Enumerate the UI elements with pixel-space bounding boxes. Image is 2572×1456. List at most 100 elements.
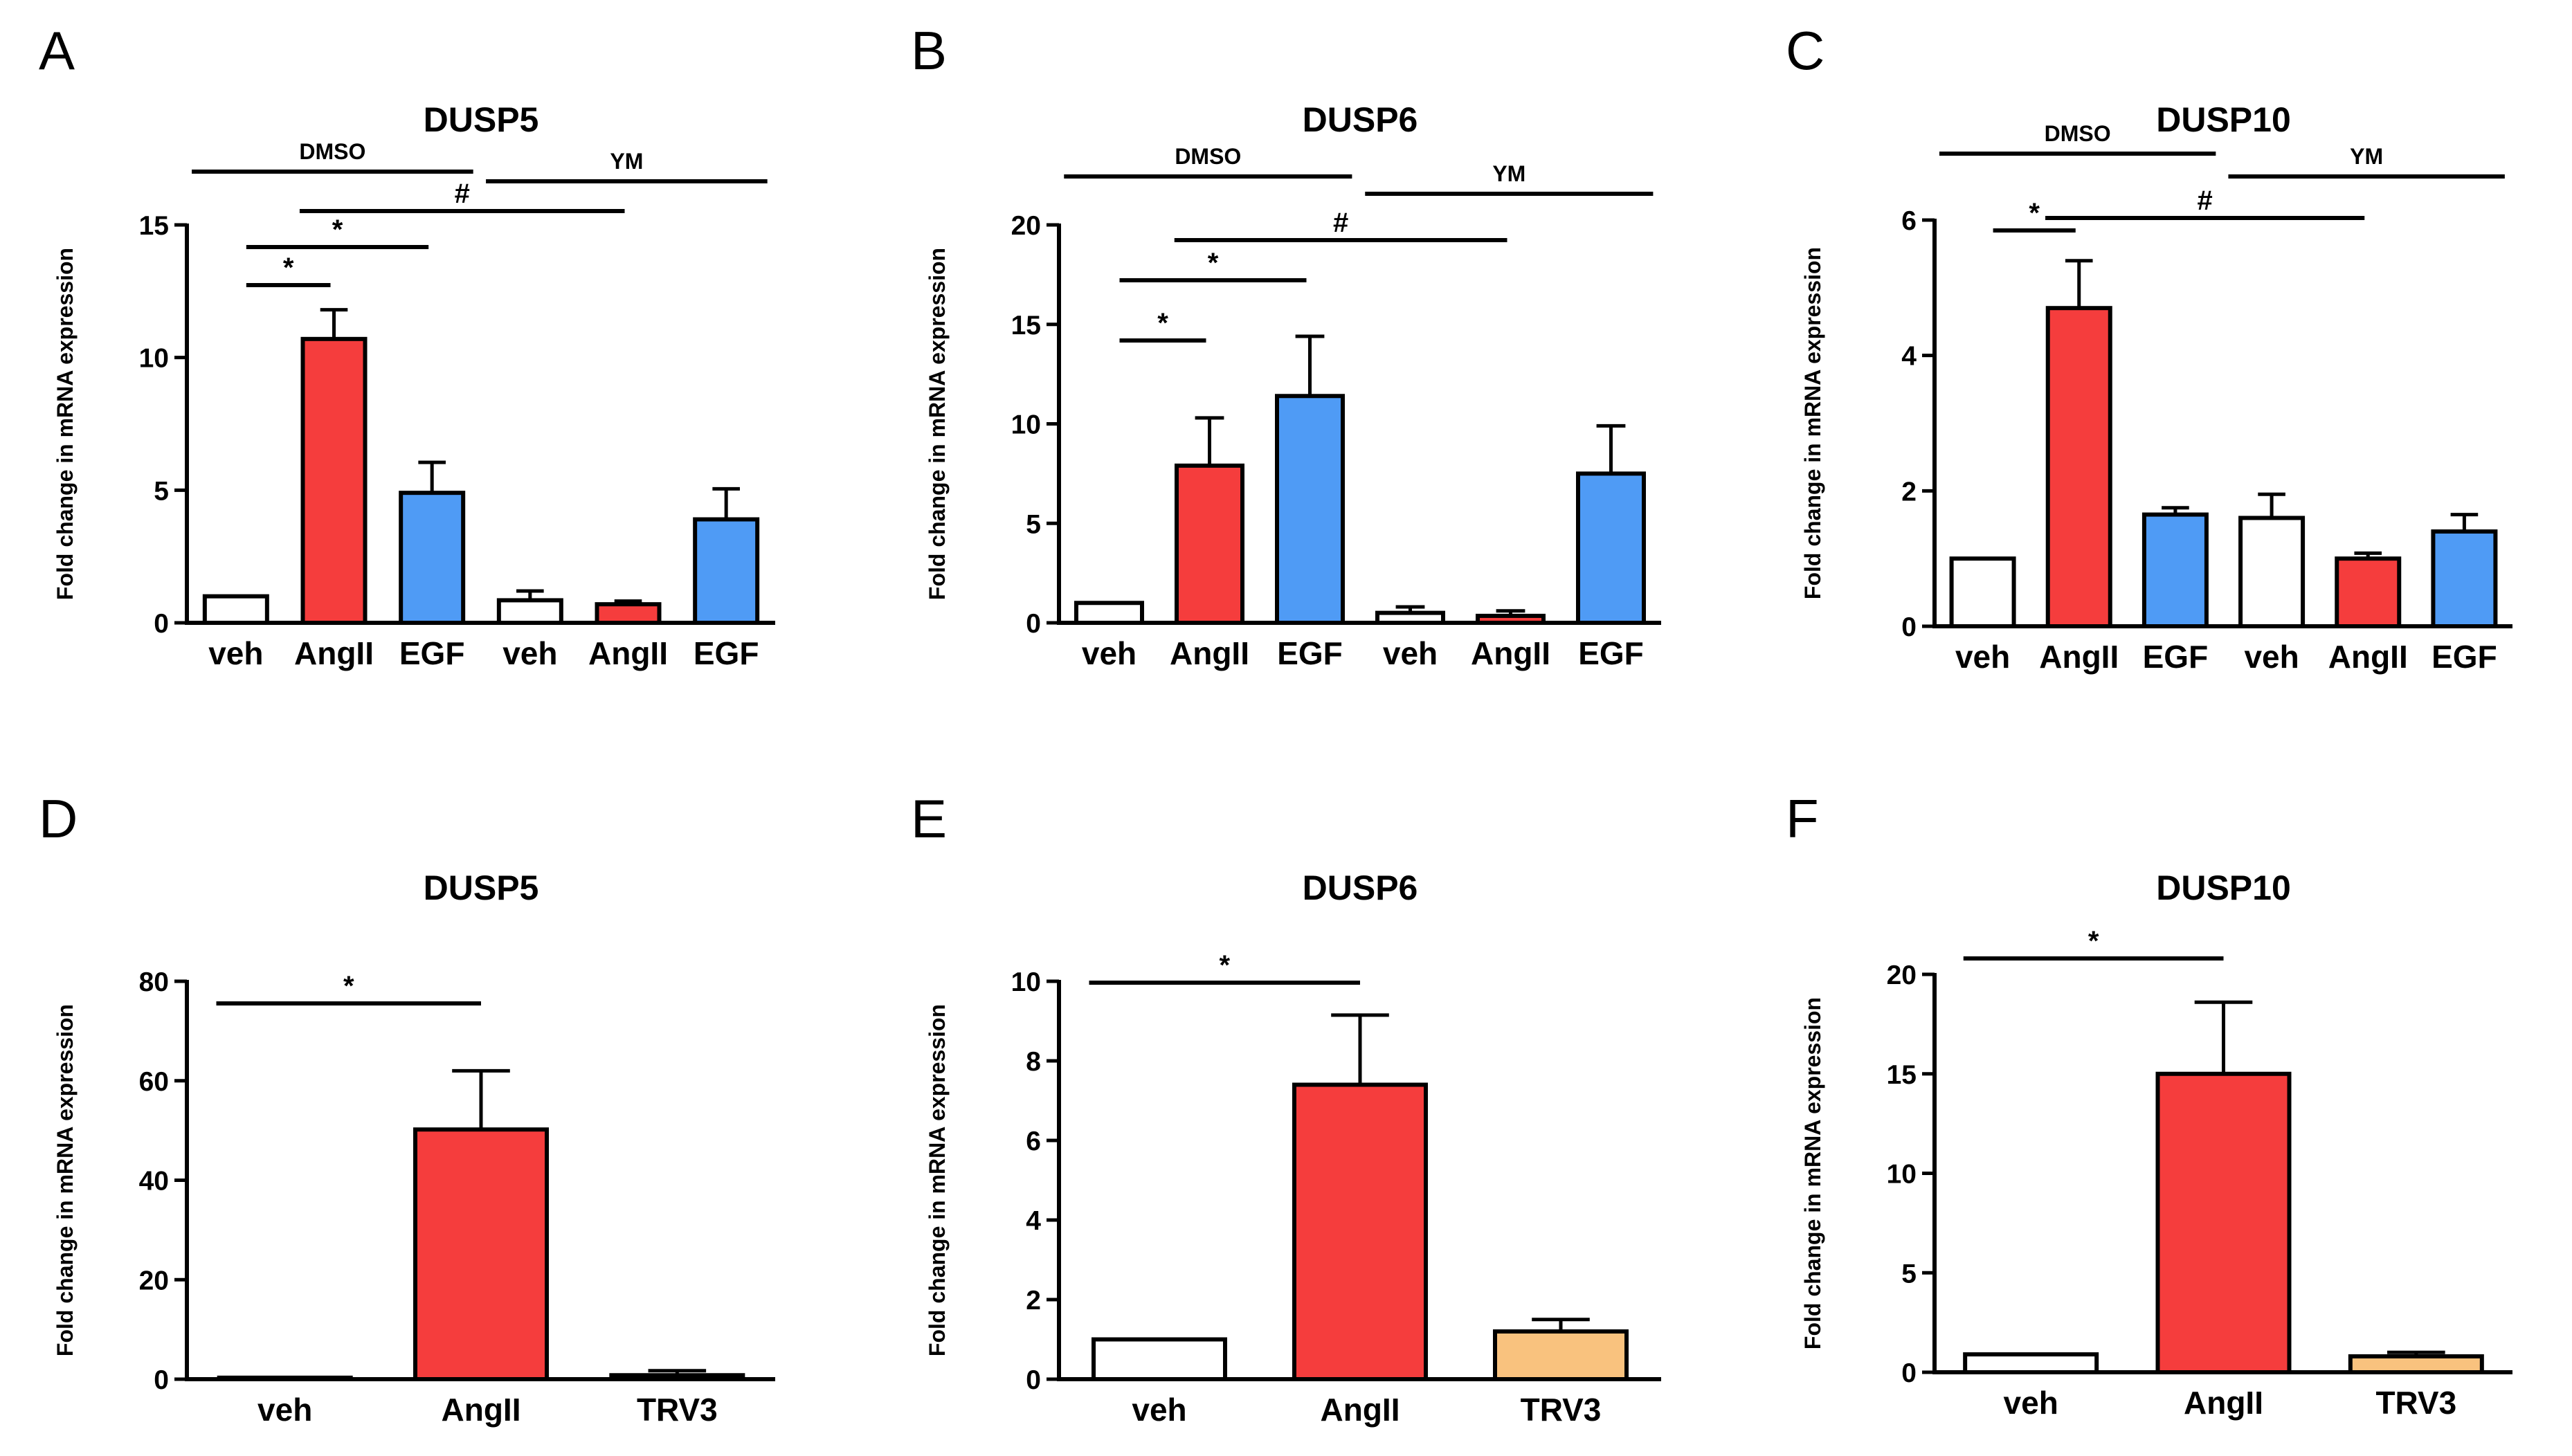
panel-letter: E <box>911 788 947 849</box>
x-category-label: AngII <box>442 1392 521 1428</box>
panel-a: A DUSP5 Fold change in mRNA expression 0 5 10… <box>39 20 775 671</box>
y-tick-label: 0 <box>1026 1365 1041 1395</box>
y-axis-label: Fold change in mRNA expression <box>925 248 950 600</box>
x-category-label: EGF <box>2143 639 2209 675</box>
y-tick-label: 0 <box>154 1365 169 1395</box>
x-category-label: veh <box>1955 639 2010 675</box>
significance-marker: * <box>332 215 343 245</box>
x-category-label: veh <box>208 635 263 671</box>
y-tick-label: 80 <box>139 967 169 997</box>
y-tick-label: 20 <box>1887 961 1917 990</box>
y-tick-label: 10 <box>139 344 169 374</box>
y-tick-label: 8 <box>1026 1047 1041 1077</box>
chart-title: DUSP5 <box>424 100 539 139</box>
x-category-label: EGF <box>2431 639 2497 675</box>
panel-d: D DUSP5 Fold change in mRNA expression 0 20 4… <box>39 788 775 1428</box>
y-tick-label: 5 <box>154 476 169 506</box>
y-tick-label: 15 <box>139 211 169 241</box>
group-label: YM <box>2350 144 2383 169</box>
chart-title: DUSP10 <box>2156 868 2291 907</box>
x-category-label: EGF <box>1277 635 1343 671</box>
panel-letter: A <box>39 20 75 81</box>
y-tick-label: 4 <box>1026 1206 1041 1236</box>
bar-angii <box>300 336 368 625</box>
significance-marker: * <box>283 253 294 283</box>
chart-title: DUSP6 <box>1303 100 1418 139</box>
bar-veh <box>2238 516 2306 629</box>
y-tick-label: 15 <box>1887 1060 1917 1090</box>
x-category-label: veh <box>257 1392 312 1428</box>
significance-marker: * <box>1157 308 1168 338</box>
x-category-label: EGF <box>694 635 759 671</box>
bar-trv3 <box>2348 1354 2484 1374</box>
y-axis-label: Fold change in mRNA expression <box>925 1004 950 1356</box>
y-tick-label: 60 <box>139 1067 169 1097</box>
x-category-label: AngII <box>2184 1385 2263 1421</box>
y-tick-label: 20 <box>1011 211 1041 241</box>
panel-c: C DUSP10 Fold change in mRNA expression 0 2 4… <box>1786 20 2512 675</box>
bar-veh <box>1074 601 1144 625</box>
y-tick-label: 0 <box>1901 612 1917 642</box>
x-category-label: EGF <box>1578 635 1644 671</box>
bar-egf <box>693 517 760 625</box>
significance-marker: * <box>2029 198 2040 228</box>
group-label: DMSO <box>299 139 365 164</box>
bar-angii <box>1476 613 1546 625</box>
x-category-label: TRV3 <box>2375 1385 2456 1421</box>
bar-veh <box>496 598 563 626</box>
x-category-label: veh <box>502 635 557 671</box>
significance-marker: * <box>2088 926 2099 956</box>
y-tick-label: 6 <box>1901 206 1917 236</box>
significance-marker: * <box>343 971 354 1001</box>
y-tick-label: 5 <box>1901 1259 1917 1289</box>
x-category-label: AngII <box>294 635 374 671</box>
bar-angii <box>2045 306 2112 628</box>
significance-marker: * <box>1208 248 1219 278</box>
panel-letter: C <box>1786 20 1824 81</box>
y-tick-label: 5 <box>1026 509 1041 539</box>
panel-letter: B <box>911 20 947 81</box>
chart-title: DUSP6 <box>1303 868 1418 907</box>
y-tick-label: 4 <box>1901 342 1917 372</box>
x-category-label: AngII <box>588 635 668 671</box>
bar-angii <box>413 1127 549 1381</box>
x-category-label: veh <box>2244 639 2299 675</box>
x-category-label: AngII <box>1471 635 1550 671</box>
panel-letter: F <box>1786 788 1819 849</box>
y-tick-label: 40 <box>139 1167 169 1196</box>
bar-angii <box>2155 1071 2292 1374</box>
bar-egf <box>2141 512 2209 629</box>
y-tick-label: 10 <box>1011 967 1041 997</box>
y-tick-label: 0 <box>154 609 169 639</box>
x-category-label: AngII <box>1170 635 1249 671</box>
bar-veh <box>217 1375 353 1381</box>
significance-marker: # <box>2198 185 2213 216</box>
bar-egf <box>399 491 466 626</box>
y-tick-label: 6 <box>1026 1127 1041 1156</box>
x-category-label: veh <box>1132 1392 1186 1428</box>
bar-veh <box>202 594 269 626</box>
bar-egf <box>2431 529 2498 628</box>
group-label: DMSO <box>1175 144 1241 169</box>
y-axis-label: Fold change in mRNA expression <box>1800 997 1825 1349</box>
y-tick-label: 10 <box>1887 1160 1917 1190</box>
group-label: DMSO <box>2045 121 2111 146</box>
bar-trv3 <box>609 1373 745 1381</box>
significance-marker: # <box>455 179 470 209</box>
x-category-label: TRV3 <box>637 1392 718 1428</box>
y-axis-label: Fold change in mRNA expression <box>53 1004 78 1356</box>
x-category-label: AngII <box>1321 1392 1400 1428</box>
chart-title: DUSP10 <box>2156 100 2291 139</box>
y-tick-label: 15 <box>1011 311 1041 340</box>
bar-angii <box>2335 556 2402 629</box>
y-tick-label: 0 <box>1026 609 1041 639</box>
bar-veh <box>1949 556 2016 629</box>
bar-trv3 <box>1493 1329 1629 1381</box>
y-tick-label: 2 <box>1901 477 1917 507</box>
bar-egf <box>1275 394 1345 625</box>
bar-veh <box>1963 1352 2099 1374</box>
significance-marker: * <box>1219 950 1230 981</box>
y-axis-label: Fold change in mRNA expression <box>53 248 78 600</box>
panel-f: F DUSP10 Fold change in mRNA expression 0 5 1… <box>1786 788 2512 1421</box>
